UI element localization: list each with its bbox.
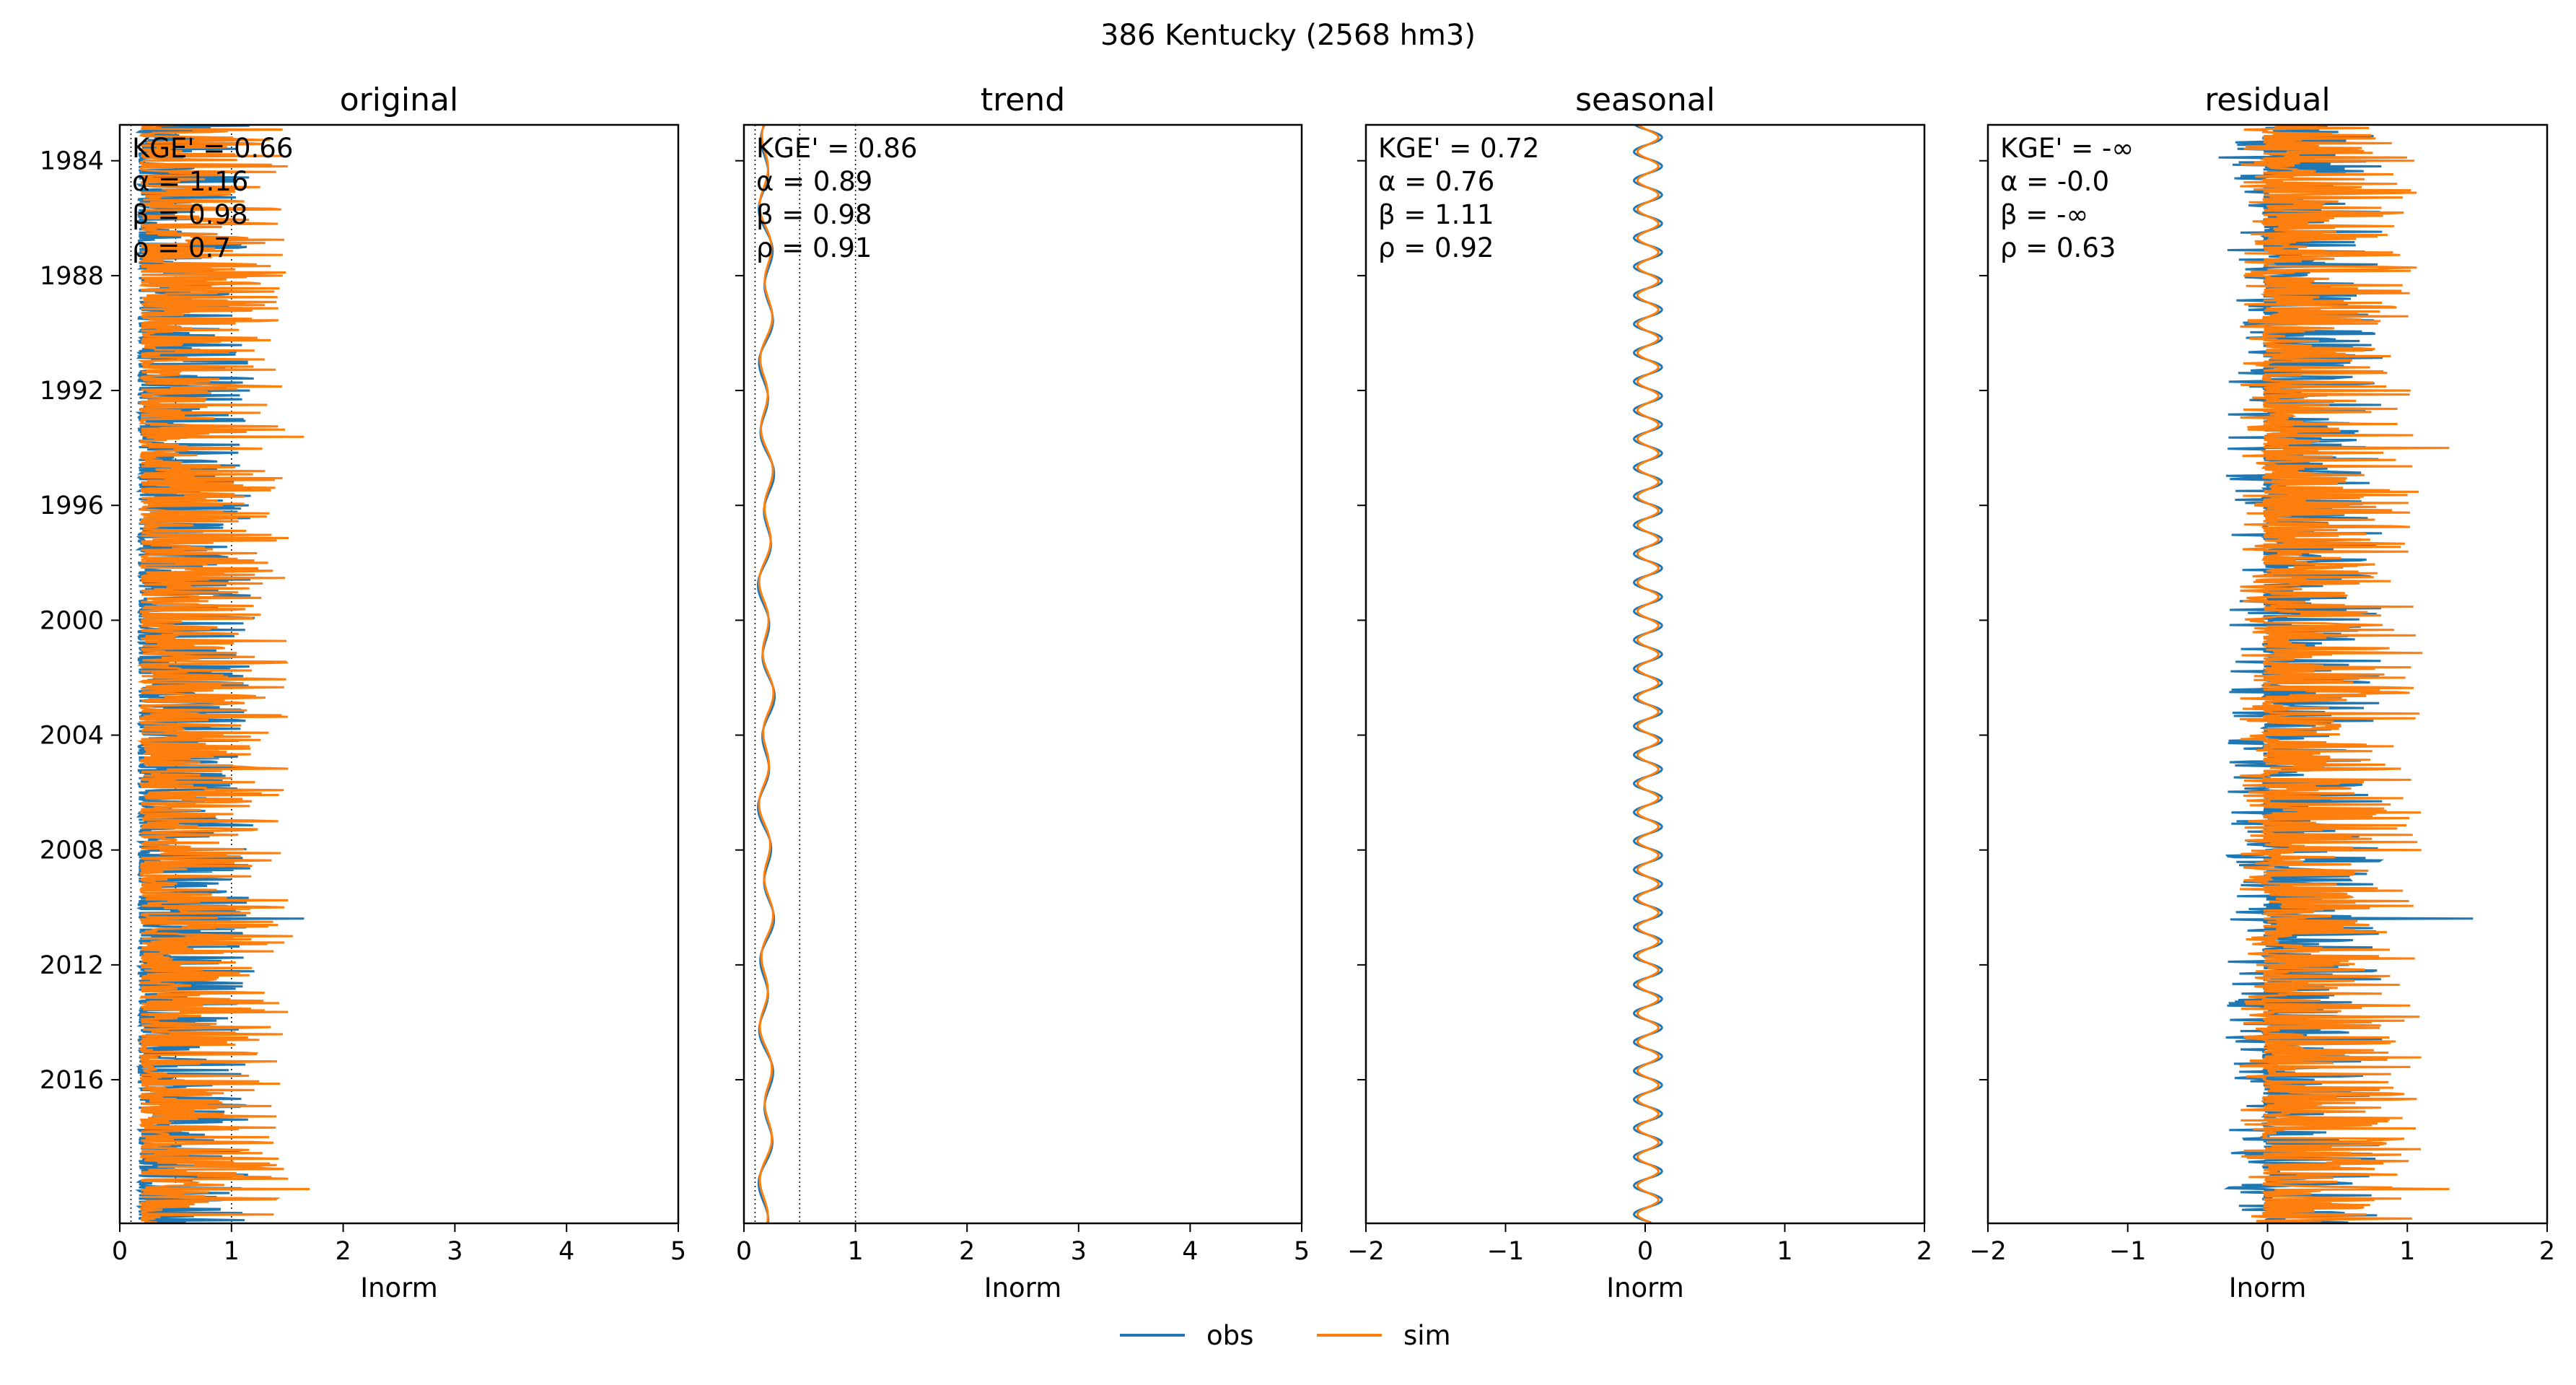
x-tick-label: 2 — [335, 1237, 351, 1266]
x-tick-label: 0 — [1637, 1237, 1653, 1266]
x-tick-label: 4 — [1182, 1237, 1198, 1266]
stat-text: β = -∞ — [2000, 199, 2088, 230]
plot-area — [754, 125, 857, 1223]
plot-area — [2218, 125, 2474, 1223]
x-tick-label: 0 — [2259, 1237, 2275, 1266]
y-tick-label: 2008 — [40, 836, 104, 865]
x-tick-label: −2 — [1347, 1237, 1385, 1266]
plot-area — [1632, 125, 1663, 1223]
panel-seasonal: seasonal −2 −1 0 1 2 Inorm KGE' = 0.72α = 0.76β… — [1347, 82, 1932, 1303]
plot-frame — [742, 123, 1303, 1225]
panel-title: trend — [981, 82, 1065, 118]
x-tick-label: 1 — [847, 1237, 863, 1266]
stat-text: α = 0.76 — [1378, 166, 1494, 197]
series-line-sim — [136, 125, 310, 1223]
legend-sim-label: sim — [1403, 1320, 1451, 1351]
stat-text: α = 1.16 — [132, 166, 248, 197]
x-axis-label: Inorm — [1606, 1272, 1684, 1303]
panel-title: residual — [2204, 82, 2330, 118]
stat-text: KGE' = 0.66 — [132, 133, 293, 164]
x-tick-label: 1 — [1777, 1237, 1792, 1266]
x-tick-label: 3 — [447, 1237, 463, 1266]
x-tick-label: 0 — [112, 1237, 128, 1266]
y-tick-label: 2000 — [40, 606, 104, 635]
y-tick-label: 2012 — [40, 951, 104, 980]
x-tick-label: 1 — [2399, 1237, 2415, 1266]
stat-text: ρ = 0.7 — [132, 232, 231, 263]
panel-trend: trend 0 1 2 3 4 5 Inorm KGE' = 0.86α = 0.89β = 0… — [735, 82, 1310, 1303]
x-tick-label: −2 — [1969, 1237, 2007, 1266]
x-tick-label: 2 — [2539, 1237, 2555, 1266]
x-tick-label: 0 — [736, 1237, 752, 1266]
panel-title: original — [340, 82, 458, 118]
x-tick-label: 1 — [224, 1237, 240, 1266]
x-axis-label: Inorm — [360, 1272, 438, 1303]
stat-text: KGE' = -∞ — [2000, 133, 2134, 164]
stat-text: ρ = 0.91 — [756, 232, 872, 263]
x-tick-label: 2 — [959, 1237, 975, 1266]
panel-original: original 0 1 2 3 4 5 1984 1988 1992 1996 2000 2004 20… — [40, 82, 686, 1303]
y-tick-label: 2004 — [40, 722, 104, 751]
x-axis-label: Inorm — [984, 1272, 1062, 1303]
legend: obs sim — [1120, 1320, 1451, 1351]
stat-text: ρ = 0.63 — [2000, 232, 2116, 263]
y-tick-label: 1996 — [40, 491, 104, 520]
legend-obs-label: obs — [1206, 1320, 1253, 1351]
figure-title: 386 Kentucky (2568 hm3) — [1100, 19, 1476, 52]
stat-text: α = -0.0 — [2000, 166, 2109, 197]
stat-text: β = 0.98 — [756, 199, 872, 230]
x-tick-label: 4 — [558, 1237, 574, 1266]
stat-text: KGE' = 0.86 — [756, 133, 917, 164]
plot-frame — [118, 123, 680, 1225]
stat-text: α = 0.89 — [756, 166, 872, 197]
x-tick-label: 5 — [670, 1237, 686, 1266]
series-line-sim — [2239, 125, 2450, 1223]
y-tick-label: 2016 — [40, 1066, 104, 1095]
stat-text: KGE' = 0.72 — [1378, 133, 1539, 164]
panel-title: seasonal — [1575, 82, 1715, 118]
x-tick-label: −1 — [2109, 1237, 2147, 1266]
y-tick-label: 1988 — [40, 262, 104, 291]
x-tick-label: 5 — [1294, 1237, 1310, 1266]
series-line-sim — [758, 125, 775, 1223]
stat-text: β = 1.11 — [1378, 199, 1494, 230]
panel-residual: residual −2 −1 0 1 2 Inorm KGE' = -∞α = -0.0β =… — [1969, 82, 2555, 1303]
x-tick-label: 2 — [1916, 1237, 1932, 1266]
x-tick-label: 3 — [1071, 1237, 1087, 1266]
stat-text: β = 0.98 — [132, 199, 248, 230]
x-axis-label: Inorm — [2229, 1272, 2307, 1303]
plot-area — [130, 125, 310, 1223]
y-tick-label: 1984 — [40, 147, 104, 176]
x-tick-label: −1 — [1487, 1237, 1525, 1266]
y-tick-label: 1992 — [40, 377, 104, 406]
stat-text: ρ = 0.92 — [1378, 232, 1494, 263]
series-line-obs — [135, 125, 305, 1223]
series-line-sim — [1636, 125, 1660, 1223]
